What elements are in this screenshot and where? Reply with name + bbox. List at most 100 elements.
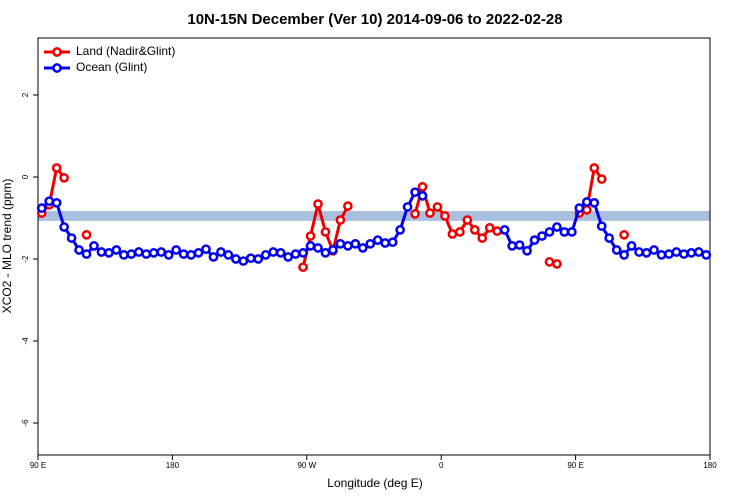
data-point — [96, 247, 107, 257]
data-point — [626, 241, 637, 251]
data-point — [484, 222, 495, 233]
data-point — [119, 250, 129, 260]
data-point — [417, 191, 428, 201]
data-point — [469, 225, 480, 235]
data-point — [596, 221, 607, 232]
data-point — [156, 247, 167, 257]
data-point — [59, 222, 69, 232]
data-point — [492, 226, 503, 236]
data-point — [51, 163, 62, 173]
data-point — [305, 231, 316, 241]
data-point — [343, 201, 353, 211]
data-point — [693, 247, 704, 257]
data-point — [305, 241, 316, 251]
x-tick-label: 180 — [703, 461, 717, 470]
data-point — [290, 249, 301, 259]
data-point — [74, 245, 84, 255]
data-point — [231, 254, 241, 264]
data-point — [44, 196, 55, 207]
data-point — [350, 238, 361, 249]
data-point — [656, 250, 667, 260]
data-point — [89, 241, 99, 251]
data-point — [141, 249, 152, 259]
data-point — [208, 252, 219, 262]
legend-marker — [52, 63, 62, 73]
data-point — [298, 262, 308, 273]
data-point — [596, 174, 607, 184]
data-point — [611, 245, 622, 255]
data-point — [283, 252, 293, 262]
data-point — [701, 250, 712, 260]
data-point — [417, 181, 428, 192]
y-tick-label: -2 — [21, 255, 30, 263]
data-point — [148, 248, 159, 258]
data-point — [36, 203, 47, 214]
data-point — [335, 238, 346, 249]
data-point — [268, 247, 279, 257]
data-point — [216, 247, 226, 257]
data-point — [171, 245, 181, 255]
data-point — [387, 237, 398, 248]
data-point — [581, 197, 592, 207]
data-point — [671, 247, 682, 257]
data-point — [447, 229, 458, 239]
x-tick-label: 90 W — [297, 461, 316, 470]
y-axis-label: XCO2 - MLO trend (ppm) — [0, 179, 14, 314]
data-point — [343, 241, 353, 251]
data-point — [298, 248, 308, 258]
data-point — [581, 204, 592, 215]
x-axis-label: Longitude (deg E) — [327, 476, 422, 490]
data-point — [193, 248, 204, 258]
data-point — [679, 249, 689, 259]
data-point — [522, 245, 532, 256]
data-point — [126, 249, 137, 259]
data-point — [574, 203, 585, 214]
data-point — [81, 249, 92, 259]
data-point — [365, 238, 376, 249]
y-tick-label: -4 — [21, 337, 30, 345]
data-point — [380, 238, 391, 248]
data-point — [104, 248, 114, 258]
data-point — [313, 243, 323, 253]
data-point — [81, 229, 92, 240]
data-point — [410, 187, 420, 198]
data-point — [619, 250, 629, 260]
data-point — [455, 227, 465, 237]
chart-title: 10N-15N December (Ver 10) 2014-09-06 to … — [187, 11, 562, 28]
data-point — [649, 245, 659, 255]
data-point — [372, 235, 383, 245]
legend-label: Land (Nadir&Glint) — [76, 44, 175, 58]
y-tick-label: 0 — [21, 174, 30, 179]
y-tick-label: 2 — [21, 92, 30, 97]
data-point — [328, 245, 338, 255]
data-point — [223, 250, 234, 260]
data-point — [634, 247, 644, 257]
data-point — [253, 254, 264, 264]
data-point — [552, 222, 562, 232]
data-point — [238, 256, 249, 266]
data-point — [589, 197, 600, 208]
data-point — [395, 225, 405, 235]
data-point — [686, 248, 697, 258]
data-point — [51, 197, 62, 208]
data-point — [559, 227, 570, 237]
data-point — [641, 248, 652, 258]
data-point — [529, 235, 540, 245]
plot-frame — [37, 37, 711, 456]
data-point — [425, 208, 435, 218]
data-point — [201, 244, 211, 255]
data-point — [59, 172, 69, 183]
data-point — [499, 225, 510, 235]
data-point — [440, 211, 450, 221]
data-point — [111, 245, 122, 255]
data-point — [66, 233, 77, 243]
data-point — [507, 241, 517, 251]
data-point — [410, 209, 420, 219]
data-point — [178, 249, 189, 259]
data-point — [477, 233, 488, 243]
data-point — [544, 227, 555, 237]
data-point — [186, 250, 196, 260]
data-point — [619, 229, 629, 240]
y-tick-label: -6 — [21, 419, 30, 427]
